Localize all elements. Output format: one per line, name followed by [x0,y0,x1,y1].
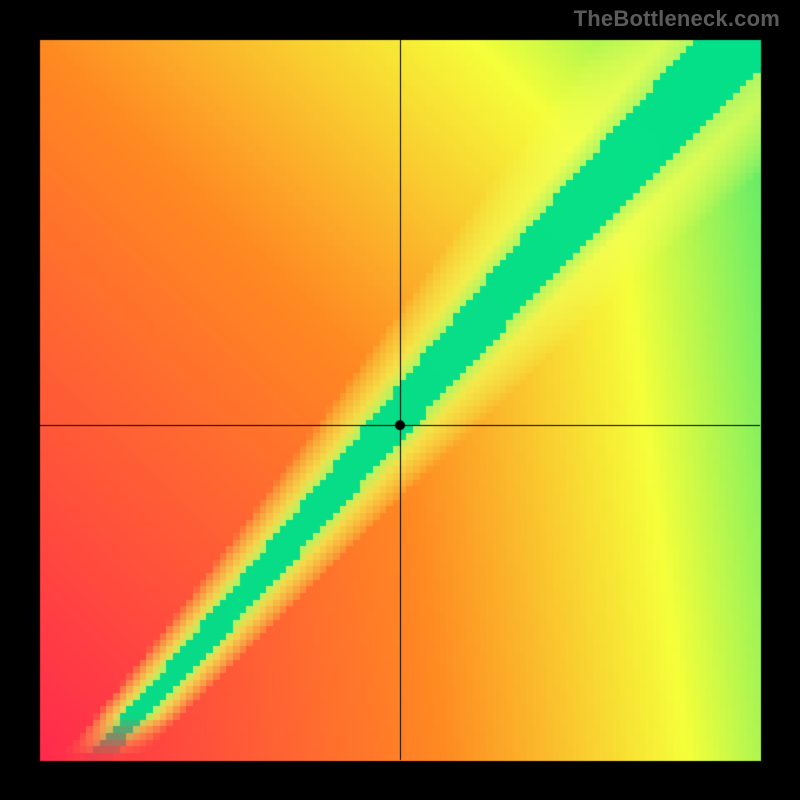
watermark-text: TheBottleneck.com [574,6,780,32]
bottleneck-heatmap [0,0,800,800]
chart-container: { "watermark": { "text": "TheBottleneck.… [0,0,800,800]
